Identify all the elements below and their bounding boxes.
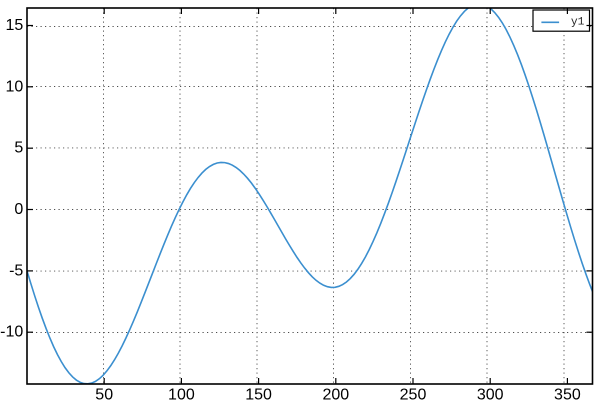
svg-text:10: 10: [6, 78, 24, 95]
svg-text:200: 200: [322, 386, 349, 400]
svg-text:15: 15: [6, 17, 24, 34]
svg-text:350: 350: [554, 386, 581, 400]
svg-text:150: 150: [245, 386, 272, 400]
svg-text:50: 50: [95, 386, 113, 400]
svg-text:300: 300: [477, 386, 504, 400]
svg-text:-5: -5: [9, 262, 23, 279]
svg-text:250: 250: [400, 386, 427, 400]
svg-text:0: 0: [14, 201, 23, 218]
svg-text:5: 5: [14, 140, 23, 157]
svg-text:100: 100: [168, 386, 195, 400]
svg-text:y1: y1: [571, 16, 585, 28]
svg-text:-10: -10: [0, 324, 23, 341]
